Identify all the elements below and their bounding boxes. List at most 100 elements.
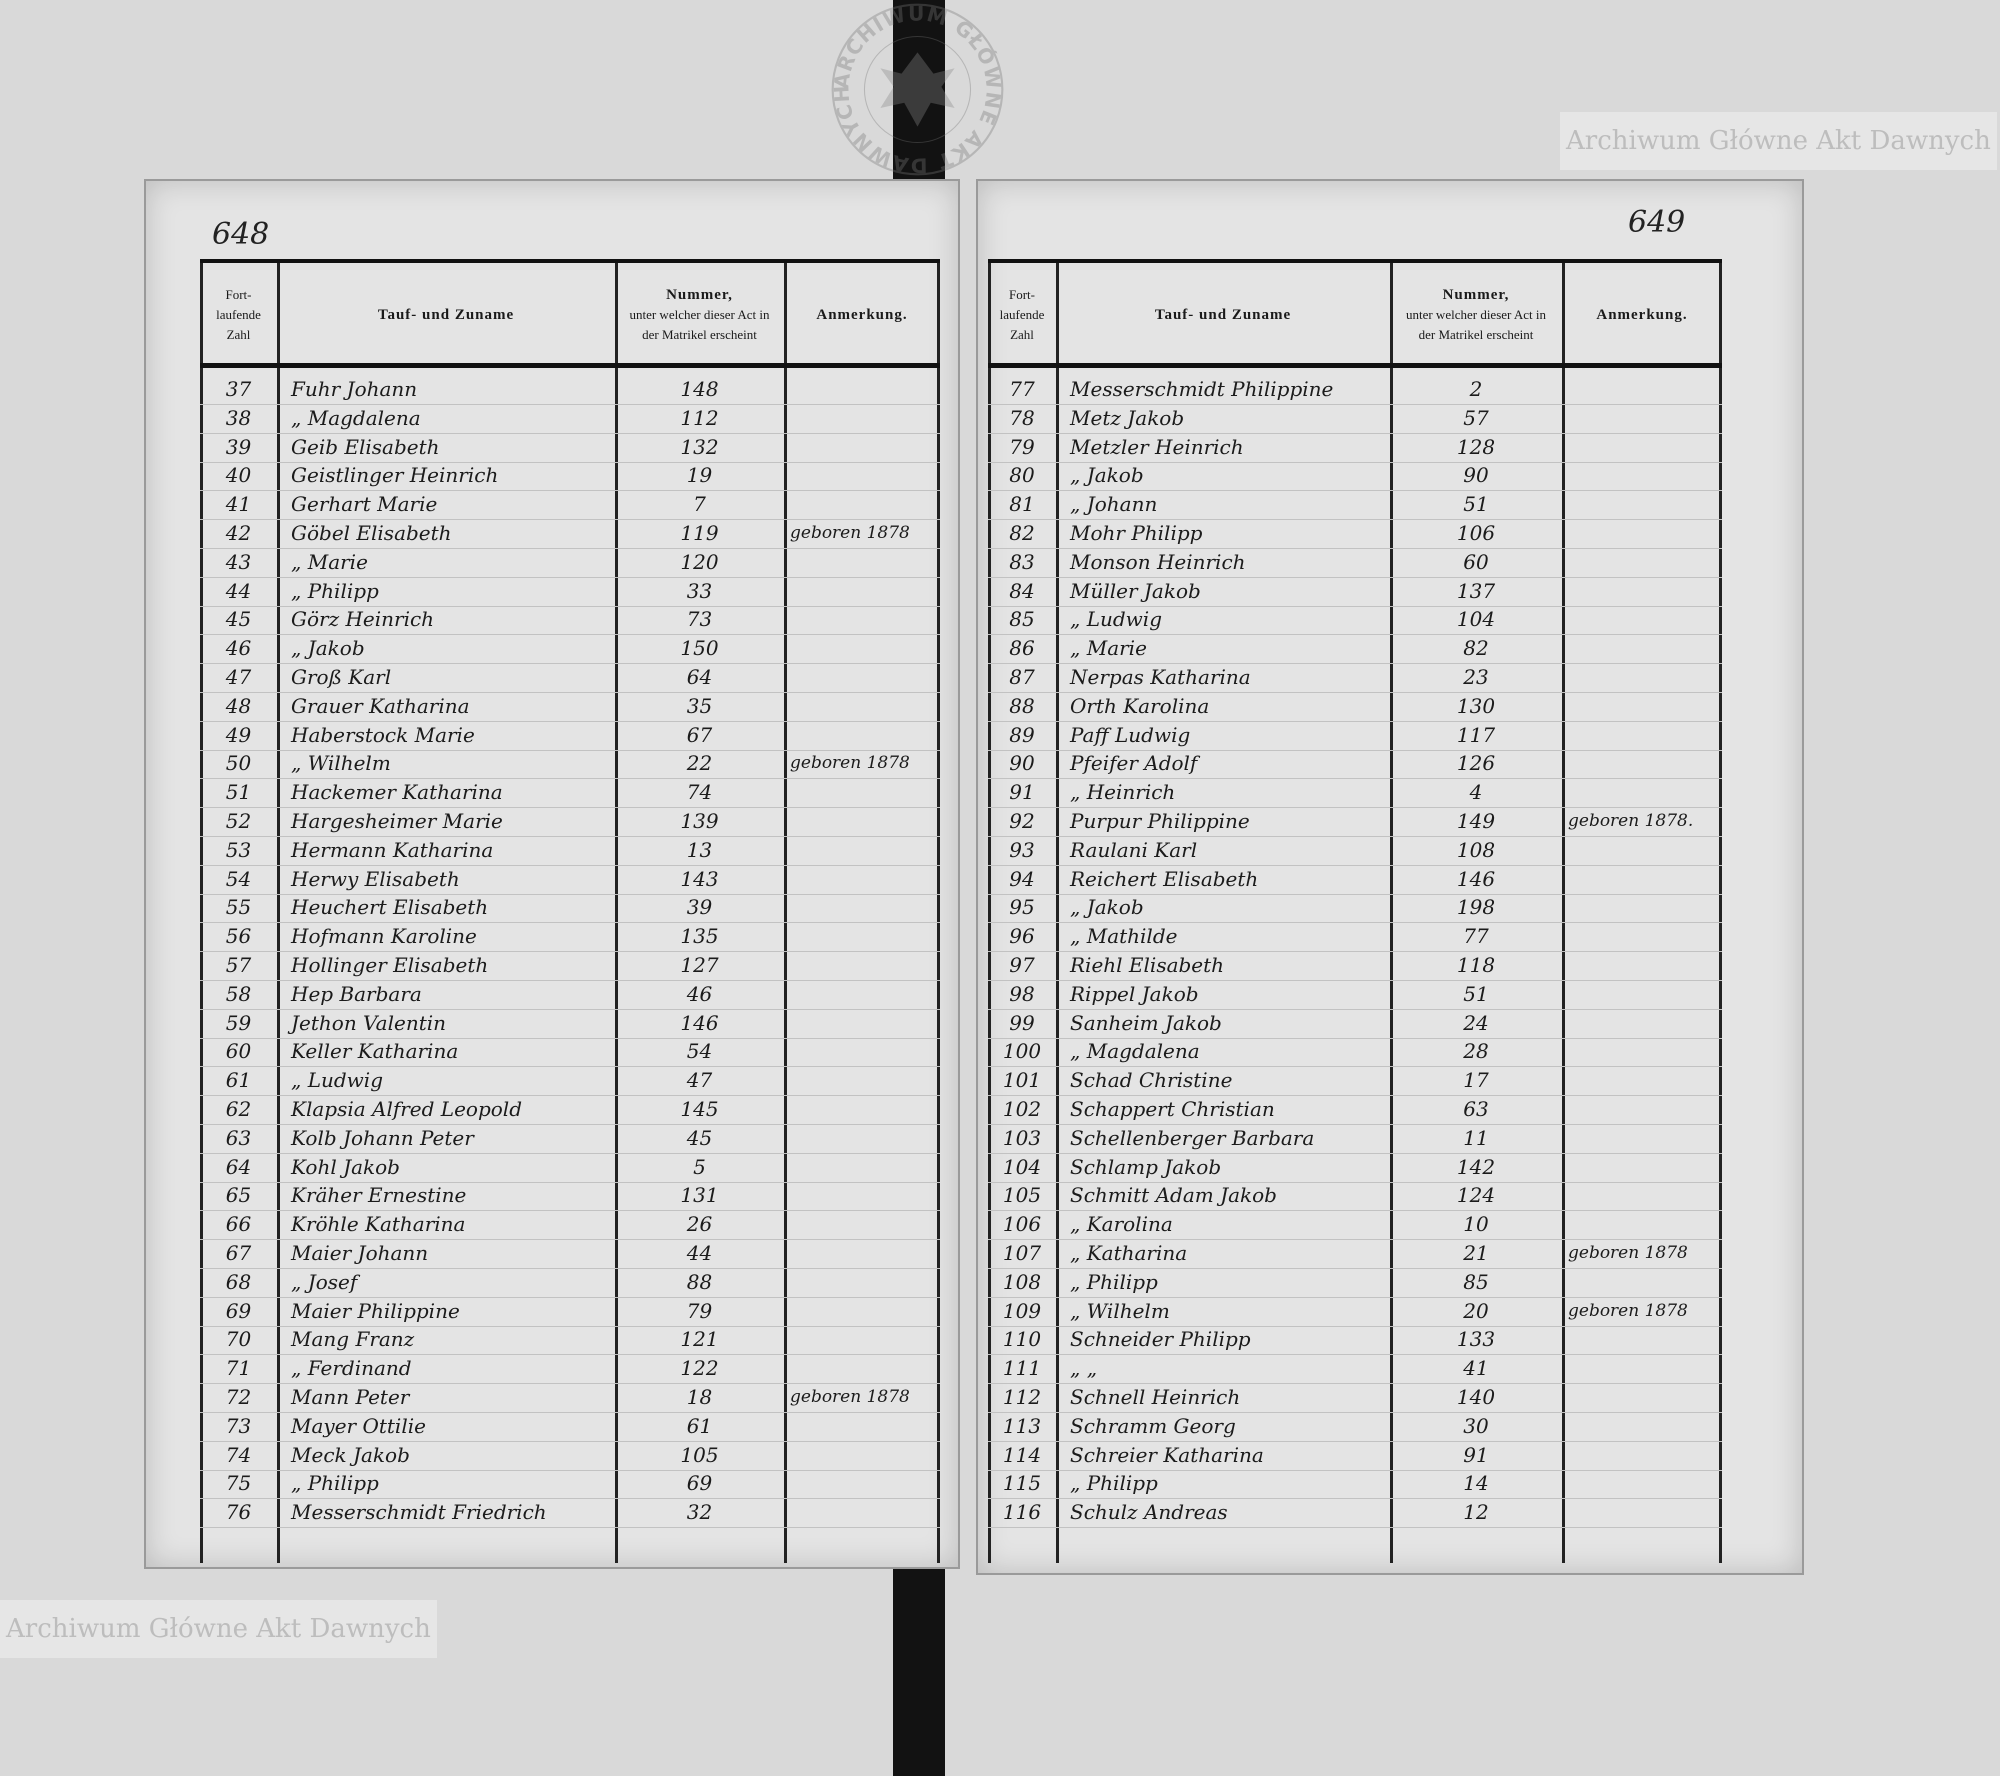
table-row: 37 Fuhr Johann 148	[200, 375, 940, 405]
register-number: 14	[1463, 1471, 1489, 1496]
register-number: 5	[693, 1154, 706, 1179]
register-number: 4	[1469, 780, 1483, 805]
table-row: 59 Jethon Valentin 146	[200, 1009, 940, 1039]
person-name: Kröhle Katharina	[291, 1212, 466, 1237]
person-name: Heuchert Elisabeth	[291, 895, 489, 920]
table-row: 61 „ Ludwig 47	[200, 1066, 940, 1097]
table-row: 47 Groß Karl 64	[200, 663, 940, 693]
register-number: 12	[1463, 1500, 1489, 1525]
running-number: 104	[1002, 1154, 1042, 1179]
remark: geboren 1878	[1568, 1300, 1688, 1321]
person-name: Messerschmidt Philippine	[1070, 377, 1334, 401]
running-number: 48	[225, 693, 252, 718]
running-number: 47	[225, 665, 252, 689]
person-name: „ „	[1070, 1356, 1098, 1381]
person-name: Geib Elisabeth	[291, 434, 440, 459]
person-name: Metzler Heinrich	[1070, 434, 1244, 459]
running-number: 91	[1009, 780, 1035, 805]
running-number: 69	[225, 1298, 252, 1323]
table-row: 82 Mohr Philipp 106	[988, 519, 1722, 549]
person-name: Groß Karl	[291, 665, 392, 689]
register-number: 91	[1463, 1442, 1489, 1467]
register-number: 74	[686, 780, 713, 805]
person-name: Messerschmidt Friedrich	[291, 1500, 547, 1525]
register-number: 135	[680, 924, 719, 949]
column-rule	[988, 263, 991, 1563]
register-number: 19	[686, 463, 713, 488]
person-name: Mayer Ottilie	[291, 1413, 426, 1438]
header-line: laufende	[216, 307, 261, 322]
register-number: 57	[1463, 405, 1489, 430]
header-line: unter welcher dieser Act in	[1405, 307, 1547, 322]
running-number: 43	[225, 549, 252, 574]
register-number: 51	[1463, 981, 1489, 1006]
running-number: 112	[1002, 1385, 1042, 1409]
table-row: 68 „ Josef 88	[200, 1268, 940, 1298]
register-number: 142	[1456, 1154, 1496, 1179]
person-name: Schneider Philipp	[1070, 1327, 1251, 1352]
table-row: 69 Maier Philippine 79	[200, 1297, 940, 1327]
register-number: 131	[680, 1183, 719, 1208]
column-rule	[277, 263, 280, 1563]
register-number: 10	[1463, 1212, 1489, 1237]
table-row: 112 Schnell Heinrich 140	[988, 1383, 1722, 1413]
table-row: 53 Hermann Katharina 13	[200, 836, 940, 866]
header-register-number: Nummer, unter welcher dieser Act in der Ma…	[615, 269, 784, 361]
running-number: 78	[1009, 405, 1035, 430]
header-name-label: Tauf- und Zuname	[377, 307, 515, 323]
table-row: 44 „ Philipp 33	[200, 577, 940, 607]
register-number: 60	[1463, 549, 1489, 574]
table-row: 51 Hackemer Katharina 74	[200, 778, 940, 809]
running-number: 65	[225, 1183, 252, 1208]
column-rule	[1390, 263, 1393, 1563]
table-row: 87 Nerpas Katharina 23	[988, 663, 1722, 693]
header-line: Zahl	[1010, 327, 1034, 342]
table-row: 55 Heuchert Elisabeth 39	[200, 893, 940, 924]
running-number: 64	[225, 1154, 252, 1179]
person-name: Hofmann Karoline	[291, 924, 477, 949]
register-number: 133	[1456, 1327, 1496, 1352]
person-name: „ Heinrich	[1070, 780, 1176, 805]
table-row: 95 „ Jakob 198	[988, 893, 1722, 924]
running-number: 106	[1002, 1212, 1042, 1237]
running-number: 85	[1009, 607, 1035, 632]
running-number: 74	[225, 1442, 252, 1467]
header-line: Fort-	[1009, 287, 1035, 302]
register-number: 139	[680, 809, 719, 833]
running-number: 58	[225, 981, 252, 1006]
running-number: 63	[225, 1125, 252, 1150]
register-number: 64	[686, 665, 713, 689]
header-remark: Anmerkung.	[784, 269, 940, 361]
person-name: Schellenberger Barbara	[1070, 1125, 1315, 1150]
person-name: „ Josef	[291, 1269, 358, 1294]
running-number: 72	[225, 1385, 252, 1409]
register-number: 61	[686, 1413, 713, 1438]
person-name: Reichert Elisabeth	[1070, 866, 1259, 891]
header-rule	[200, 363, 940, 368]
register-number: 146	[680, 1010, 719, 1035]
register-table-left: Fort-laufende Zahl Tauf- und Zuname Nummer,…	[200, 259, 940, 1563]
header-remark-label: Anmerkung.	[816, 307, 908, 323]
table-row: 56 Hofmann Karoline 135	[200, 922, 940, 953]
register-number: 112	[680, 405, 719, 430]
table-row: 66 Kröhle Katharina 26	[200, 1210, 940, 1241]
person-name: „ Jakob	[291, 636, 365, 661]
page-number: 649	[1628, 205, 1686, 240]
person-name: Klapsia Alfred Leopold	[291, 1097, 523, 1121]
table-row: 74 Meck Jakob 105	[200, 1441, 940, 1471]
person-name: „ Philipp	[1070, 1269, 1158, 1294]
running-number: 110	[1002, 1327, 1042, 1352]
column-rule	[200, 263, 203, 1563]
person-name: Paff Ludwig	[1070, 722, 1191, 747]
person-name: Haberstock Marie	[291, 722, 475, 747]
table-row: 94 Reichert Elisabeth 146	[988, 865, 1722, 895]
register-number: 21	[1463, 1241, 1489, 1265]
table-row: 77 Messerschmidt Philippine 2	[988, 375, 1722, 405]
person-name: „ Jakob	[1070, 463, 1144, 488]
person-name: Müller Jakob	[1070, 578, 1201, 603]
column-rule	[1056, 263, 1059, 1563]
register-number: 26	[686, 1212, 713, 1237]
table-row: 93 Raulani Karl 108	[988, 836, 1722, 866]
person-name: Görz Heinrich	[291, 607, 435, 632]
table-row: 107 „ Katharina 21 geboren 1878	[988, 1239, 1722, 1269]
